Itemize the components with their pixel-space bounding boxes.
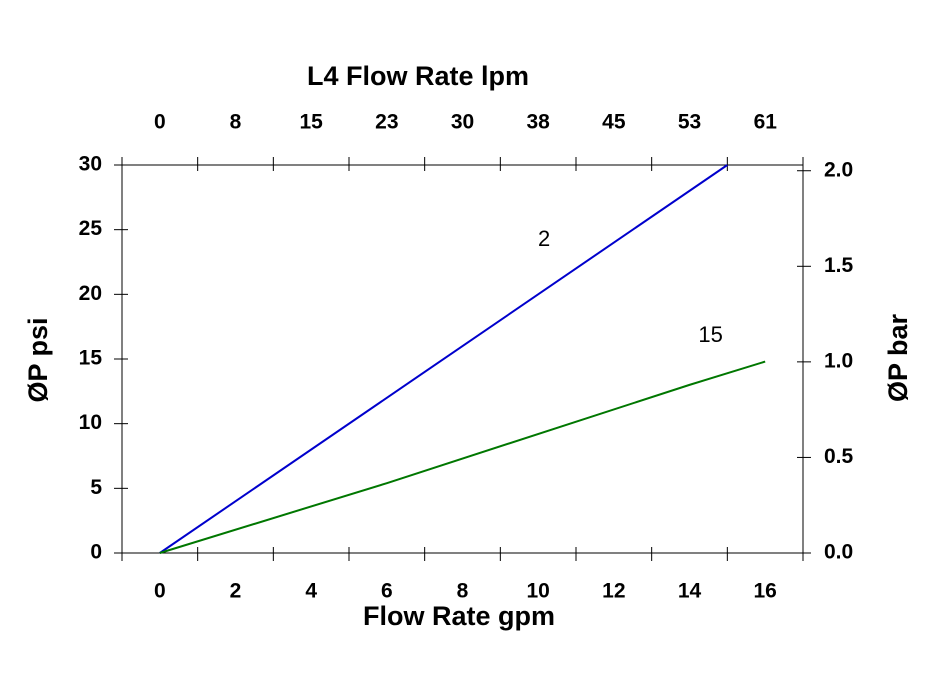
y-axis-title: ØP psi xyxy=(23,317,53,402)
y2-axis-title: ØP bar xyxy=(883,313,913,402)
y-tick-label: 5 xyxy=(90,476,102,499)
x-tick-label: 8 xyxy=(457,580,469,603)
y-tick-label: 0 xyxy=(90,541,102,564)
y-tick-label: 30 xyxy=(79,153,102,176)
y-tick-label: 15 xyxy=(79,347,103,370)
series-line xyxy=(159,360,766,554)
x2-tick-label: 23 xyxy=(375,111,398,134)
y-tick-label: 20 xyxy=(79,282,102,305)
x2-tick-label: 0 xyxy=(154,111,166,134)
x2-tick-label: 15 xyxy=(299,111,323,134)
y-tick-label: 10 xyxy=(79,411,102,434)
x-axis-title: Flow Rate gpm xyxy=(363,601,555,631)
series-label: 2 xyxy=(538,226,550,251)
x2-tick-label: 61 xyxy=(754,111,778,134)
x-tick-label: 2 xyxy=(230,580,242,603)
x2-axis-title: L4 Flow Rate lpm xyxy=(307,61,529,91)
plot-frame xyxy=(121,164,804,554)
x-tick-label: 4 xyxy=(305,580,317,603)
x-tick-label: 6 xyxy=(381,580,393,603)
x-tick-label: 12 xyxy=(602,580,625,603)
x2-tick-label: 38 xyxy=(526,111,550,134)
x-tick-label: 10 xyxy=(526,580,549,603)
y2-tick-label: 0.0 xyxy=(824,541,853,564)
y2-tick-label: 1.0 xyxy=(824,349,853,372)
x-tick-label: 16 xyxy=(753,580,776,603)
y-tick-label: 25 xyxy=(79,217,103,240)
x-tick-label: 14 xyxy=(678,580,702,603)
y2-tick-label: 0.5 xyxy=(824,445,854,468)
y2-tick-label: 2.0 xyxy=(824,158,853,181)
y2-tick-label: 1.5 xyxy=(824,254,854,277)
x2-tick-label: 30 xyxy=(451,111,474,134)
x2-tick-label: 45 xyxy=(602,111,626,134)
x2-tick-label: 8 xyxy=(230,111,242,134)
series-line xyxy=(159,164,728,554)
series-label: 15 xyxy=(698,322,722,347)
x-tick-label: 0 xyxy=(154,580,166,603)
x2-tick-label: 53 xyxy=(678,111,701,134)
